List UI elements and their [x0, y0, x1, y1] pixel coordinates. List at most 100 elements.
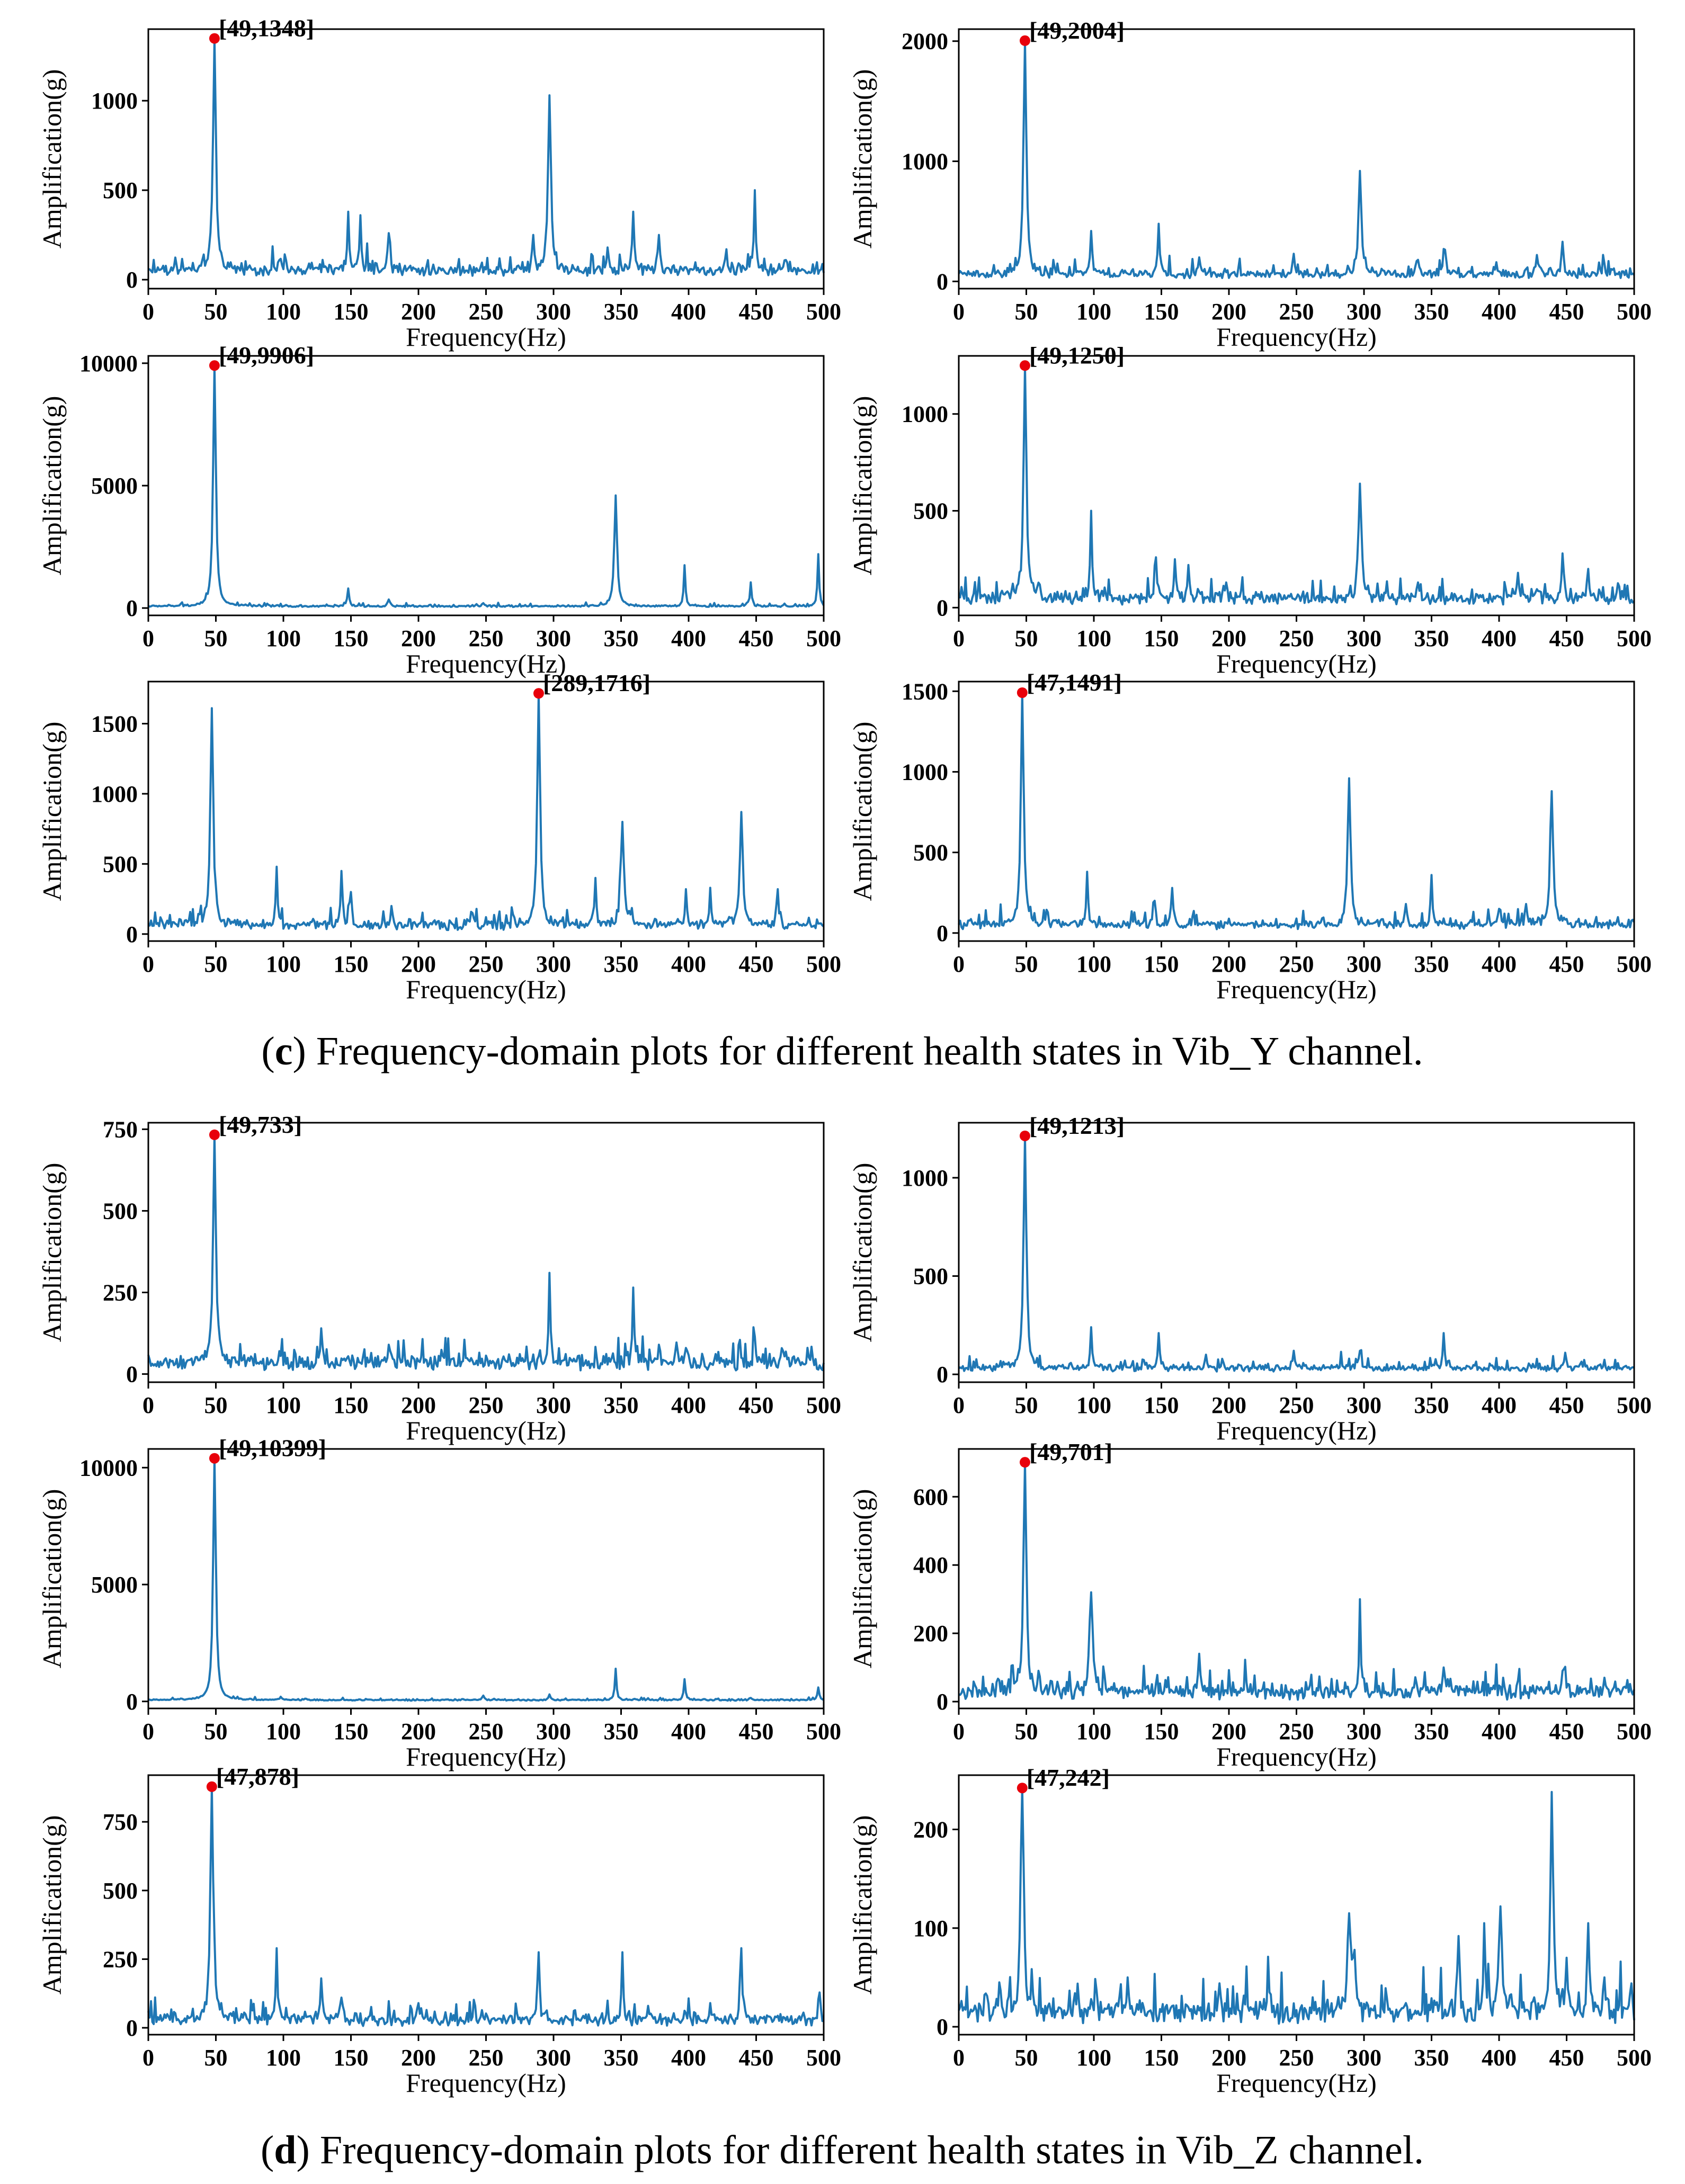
chart-5: 0 50 100 150 200 250 300 350 400 450 500 0 500 1000 15… — [37, 669, 841, 1004]
x-tick-label: 200 — [1211, 1718, 1246, 1744]
x-tick-label: 0 — [953, 1718, 965, 1744]
x-tick-label: 300 — [536, 951, 571, 977]
x-tick-label: 50 — [1015, 299, 1038, 325]
peak-annotation: [47,878] — [216, 1763, 299, 1790]
x-tick-label: 500 — [806, 951, 841, 977]
x-axis-label: Frequency(Hz) — [1216, 322, 1377, 352]
x-tick-label: 100 — [1076, 299, 1111, 325]
x-tick-label: 350 — [604, 1392, 639, 1418]
x-tick-label: 250 — [469, 951, 504, 977]
y-tick-label: 0 — [126, 1362, 138, 1388]
y-tick-label: 5000 — [91, 473, 138, 499]
y-tick-label: 400 — [913, 1552, 948, 1578]
x-tick-label: 50 — [204, 299, 228, 325]
x-tick-label: 200 — [1211, 625, 1246, 651]
x-tick-label: 50 — [1015, 2045, 1038, 2071]
x-tick-label: 450 — [739, 951, 774, 977]
peak-marker — [206, 1781, 217, 1792]
x-tick-label: 450 — [1549, 951, 1584, 977]
y-tick-label: 1000 — [91, 781, 138, 807]
x-tick-label: 500 — [806, 299, 841, 325]
x-tick-label: 200 — [401, 1718, 436, 1744]
peak-marker — [1019, 1130, 1030, 1141]
y-tick-label: 1000 — [902, 149, 948, 175]
x-tick-label: 50 — [204, 1392, 228, 1418]
x-tick-label: 400 — [1482, 299, 1517, 325]
x-tick-label: 200 — [401, 625, 436, 651]
y-axis-label: Amplification(g) — [848, 1815, 877, 1995]
x-tick-label: 150 — [334, 299, 369, 325]
y-tick-label: 250 — [103, 1280, 138, 1306]
y-tick-label: 500 — [913, 840, 948, 866]
y-tick-label: 5000 — [91, 1572, 138, 1598]
x-tick-label: 200 — [1211, 2045, 1246, 2071]
chart-1: 0 50 100 150 200 250 300 350 400 450 500 0 500 1000 Fr… — [37, 15, 841, 352]
x-tick-label: 200 — [401, 299, 436, 325]
y-axis-label: Amplification(g) — [848, 69, 877, 249]
y-axis-label: Amplification(g) — [37, 69, 67, 249]
x-tick-label: 100 — [1076, 951, 1111, 977]
y-tick-label: 0 — [126, 921, 138, 947]
x-tick-label: 500 — [806, 625, 841, 651]
x-tick-label: 350 — [604, 2045, 639, 2071]
x-tick-label: 150 — [1144, 299, 1179, 325]
peak-annotation: [49,701] — [1029, 1438, 1112, 1465]
y-tick-label: 200 — [913, 1816, 948, 1842]
y-tick-label: 0 — [126, 595, 138, 621]
x-tick-label: 0 — [142, 625, 154, 651]
peak-marker — [533, 688, 544, 699]
x-tick-label: 400 — [671, 299, 706, 325]
y-tick-label: 500 — [103, 851, 138, 877]
peak-marker — [1017, 687, 1028, 698]
y-tick-label: 0 — [937, 1362, 948, 1388]
peak-annotation: [49,9906] — [219, 342, 314, 369]
x-tick-label: 300 — [1347, 625, 1381, 651]
x-tick-label: 300 — [536, 2045, 571, 2071]
x-tick-label: 200 — [1211, 1392, 1246, 1418]
peak-annotation: [47,242] — [1027, 1764, 1110, 1791]
x-tick-label: 350 — [1414, 2045, 1449, 2071]
x-tick-label: 0 — [953, 951, 965, 977]
x-tick-label: 400 — [671, 951, 706, 977]
x-tick-label: 100 — [1076, 1392, 1111, 1418]
x-tick-label: 300 — [536, 1718, 571, 1744]
y-tick-label: 0 — [937, 595, 948, 621]
x-tick-label: 150 — [334, 625, 369, 651]
x-tick-label: 250 — [469, 2045, 504, 2071]
y-tick-label: 2000 — [902, 29, 948, 55]
x-tick-label: 100 — [266, 625, 301, 651]
x-tick-label: 400 — [671, 625, 706, 651]
y-axis-label: Amplification(g) — [37, 1815, 67, 1995]
x-tick-label: 500 — [1617, 2045, 1652, 2071]
x-tick-label: 350 — [1414, 299, 1449, 325]
y-tick-label: 0 — [937, 2014, 948, 2040]
x-tick-label: 450 — [739, 2045, 774, 2071]
y-tick-label: 0 — [126, 1689, 138, 1715]
x-tick-label: 200 — [401, 2045, 436, 2071]
x-axis-label: Frequency(Hz) — [1216, 649, 1377, 678]
x-tick-label: 100 — [1076, 625, 1111, 651]
x-tick-label: 300 — [1347, 951, 1381, 977]
x-tick-label: 150 — [334, 2045, 369, 2071]
x-tick-label: 400 — [1482, 1718, 1517, 1744]
x-axis-label: Frequency(Hz) — [1216, 1742, 1377, 1771]
x-axis-label: Frequency(Hz) — [406, 649, 566, 678]
y-tick-label: 0 — [126, 2015, 138, 2041]
peak-marker — [209, 1453, 220, 1464]
chart-2: 0 50 100 150 200 250 300 350 400 450 500 0 1000 2000 F… — [848, 17, 1652, 352]
y-axis-label: Amplification(g) — [848, 1163, 877, 1342]
x-tick-label: 150 — [1144, 1718, 1179, 1744]
x-tick-label: 50 — [1015, 625, 1038, 651]
x-tick-label: 500 — [806, 1718, 841, 1744]
x-tick-label: 100 — [266, 1718, 301, 1744]
x-tick-label: 450 — [739, 299, 774, 325]
peak-annotation: [49,2004] — [1029, 17, 1125, 44]
x-tick-label: 150 — [1144, 625, 1179, 651]
spectrum-line — [147, 1785, 824, 2027]
chart-6: 0 50 100 150 200 250 300 350 400 450 500 0 500 1000 15… — [848, 669, 1652, 1004]
x-tick-label: 350 — [604, 299, 639, 325]
x-tick-label: 200 — [1211, 951, 1246, 977]
x-tick-label: 0 — [142, 1392, 154, 1418]
x-tick-label: 0 — [953, 2045, 965, 2071]
x-tick-label: 500 — [1617, 951, 1652, 977]
